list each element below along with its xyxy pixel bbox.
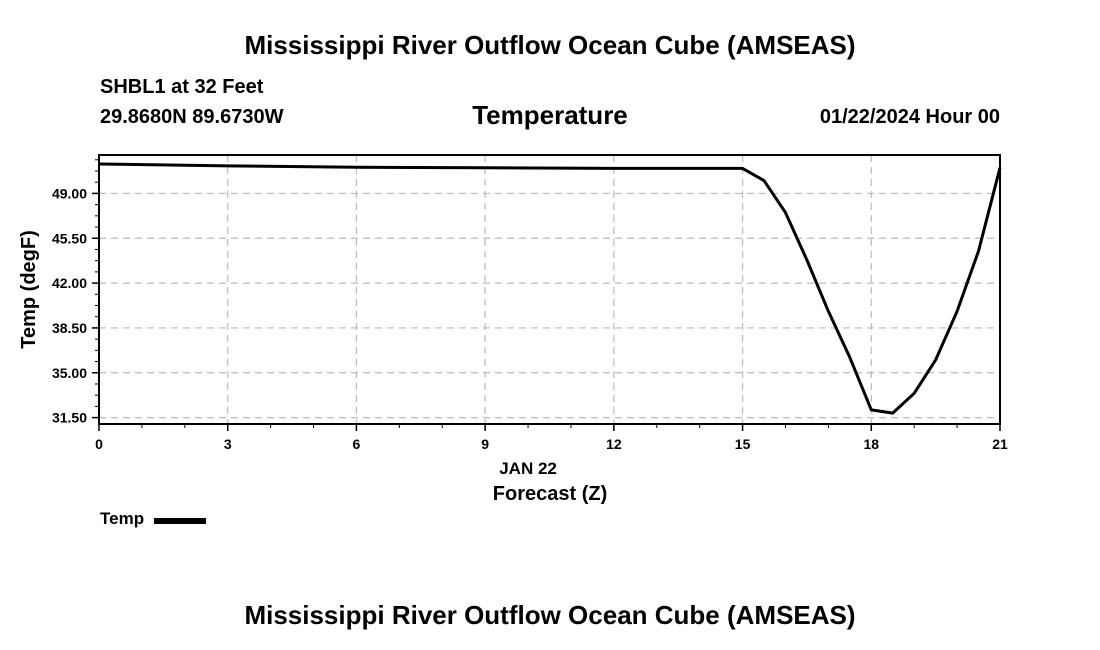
y-tick-label: 38.50 — [52, 320, 87, 336]
station-label: SHBL1 at 32 Feet — [100, 76, 264, 98]
x-tick-label: 0 — [95, 436, 103, 452]
datetime-label: 01/22/2024 Hour 00 — [819, 106, 1000, 128]
x-tick-label: 9 — [481, 436, 489, 452]
axis-ticks — [92, 159, 1001, 431]
grid-lines — [99, 155, 1000, 424]
series-layer — [98, 162, 1002, 415]
legend-line-swatch — [154, 517, 207, 524]
date-label: JAN 22 — [499, 459, 557, 478]
legend-label: Temp — [100, 509, 145, 528]
plot-frame — [98, 154, 1001, 425]
x-tick-label: 12 — [606, 436, 622, 452]
y-tick-label: 49.00 — [52, 185, 87, 201]
y-tick-label: 42.00 — [52, 275, 87, 291]
footer-title: Mississippi River Outflow Ocean Cube (AM… — [244, 600, 856, 630]
chart-subtitle: Temperature — [472, 100, 628, 130]
legend: Temp — [100, 509, 207, 529]
x-tick-label: 6 — [353, 436, 361, 452]
x-tick-label: 3 — [224, 436, 232, 452]
temp-series-line — [98, 162, 1002, 415]
chart-title: Mississippi River Outflow Ocean Cube (AM… — [244, 30, 856, 60]
axis-labels: 0 3 6 9 12 15 18 21 31.50 35.00 38.50 42.00 45.50 49.… — [18, 185, 1008, 505]
y-axis-label: Temp (degF) — [18, 230, 40, 349]
x-tick-label: 18 — [863, 436, 879, 452]
x-axis-label: Forecast (Z) — [493, 483, 607, 505]
y-tick-label: 35.00 — [52, 365, 87, 381]
x-tick-label: 21 — [992, 436, 1008, 452]
y-tick-label: 45.50 — [52, 230, 87, 246]
x-tick-label: 15 — [735, 436, 751, 452]
y-tick-label: 31.50 — [52, 410, 87, 426]
coordinates-label: 29.8680N 89.6730W — [100, 106, 284, 128]
